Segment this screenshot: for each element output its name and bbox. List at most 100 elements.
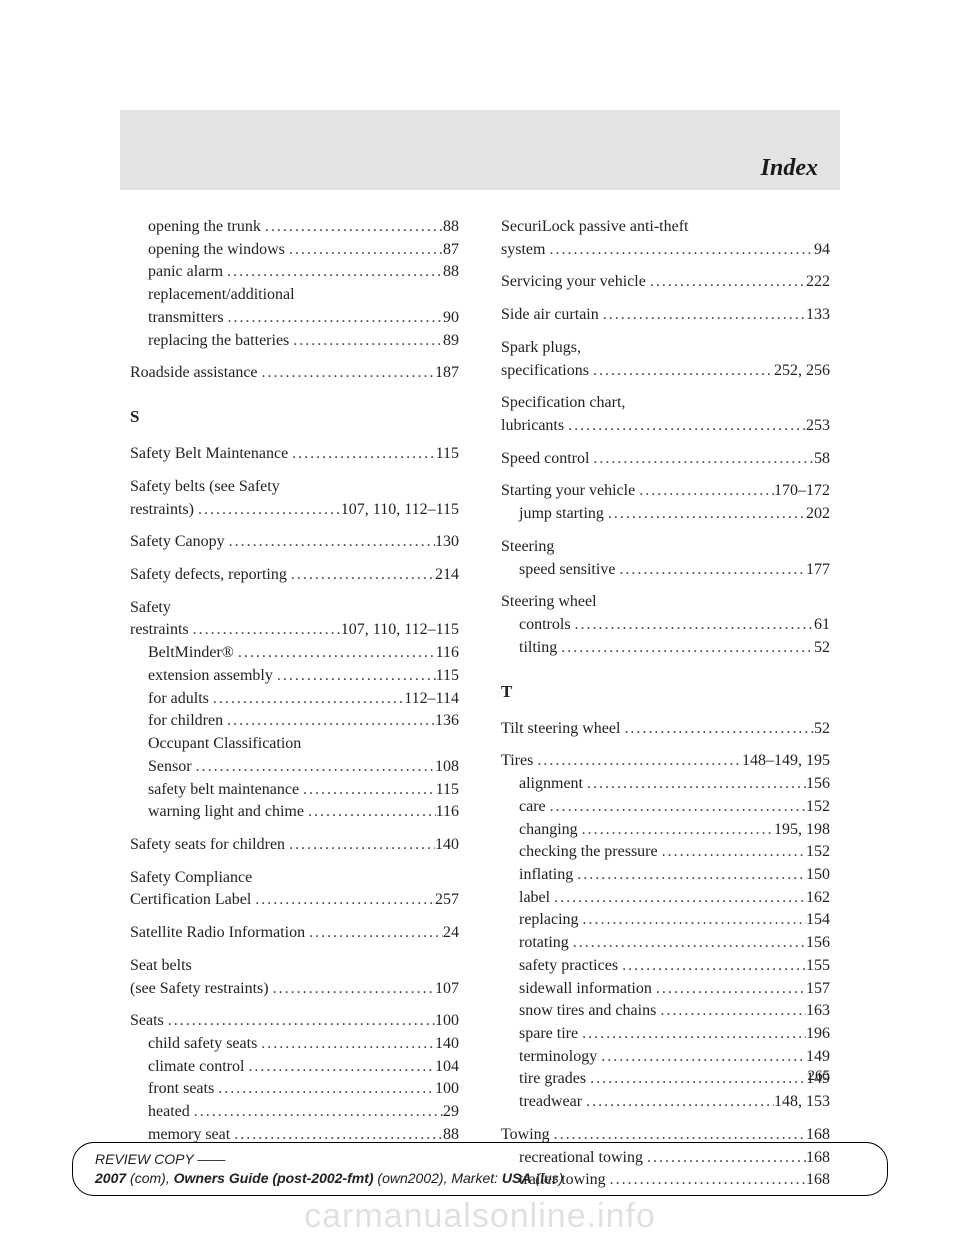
entry-page: 133 <box>806 304 830 327</box>
index-entry: jump starting ..........................… <box>501 503 830 526</box>
index-entry: transmitters ...........................… <box>130 307 459 330</box>
index-columns: opening the trunk ......................… <box>130 216 830 1202</box>
index-entry: Safety <box>130 597 459 620</box>
footer-line1: REVIEW COPY —— <box>95 1150 865 1169</box>
index-entry: label ..................................… <box>501 887 830 910</box>
entry-dots: ........................................… <box>196 756 435 779</box>
entry-text: label <box>519 887 550 910</box>
entry-text: restraints) <box>130 499 194 522</box>
entry-dots: ........................................… <box>662 841 806 864</box>
entry-page: 90 <box>443 307 459 330</box>
index-entry: Sensor .................................… <box>130 756 459 779</box>
entry-page: 24 <box>443 922 459 945</box>
index-entry: Spark plugs, <box>501 337 830 360</box>
entry-text: Certification Label <box>130 889 251 912</box>
index-entry: Starting your vehicle ..................… <box>501 480 830 503</box>
entry-text: tilting <box>519 637 557 660</box>
index-entry: spare tire .............................… <box>501 1023 830 1046</box>
entry-dots: ........................................… <box>303 779 436 802</box>
entry-dots: ........................................… <box>593 360 774 383</box>
entry-text: Occupant Classification <box>148 733 301 756</box>
entry-page: 148–149, 195 <box>742 750 830 773</box>
index-block: Starting your vehicle ..................… <box>501 480 830 525</box>
entry-dots: ........................................… <box>227 261 443 284</box>
index-entry: rotating ...............................… <box>501 932 830 955</box>
entry-dots: ........................................… <box>601 1046 806 1069</box>
entry-dots: ........................................… <box>660 1000 806 1023</box>
index-entry: Safety seats for children ..............… <box>130 834 459 857</box>
index-entry: snow tires and chains ..................… <box>501 1000 830 1023</box>
index-entry: safety practices .......................… <box>501 955 830 978</box>
entry-text: Spark plugs, <box>501 337 581 360</box>
entry-dots: ........................................… <box>228 307 443 330</box>
entry-text: lubricants <box>501 415 564 438</box>
entry-text: checking the pressure <box>519 841 658 864</box>
index-entry: sidewall information ...................… <box>501 978 830 1001</box>
entry-text: opening the windows <box>148 239 285 262</box>
index-block: opening the trunk ......................… <box>130 216 459 352</box>
entry-page: 155 <box>806 955 830 978</box>
index-entry: speed sensitive ........................… <box>501 559 830 582</box>
entry-text: Satellite Radio Information <box>130 922 305 945</box>
entry-page: 100 <box>435 1010 459 1033</box>
index-block: Safety ComplianceCertification Label ...… <box>130 867 459 912</box>
entry-text: changing <box>519 819 578 842</box>
entry-page: 257 <box>435 889 459 912</box>
entry-text: heated <box>148 1101 190 1124</box>
entry-page: 115 <box>436 779 459 802</box>
index-entry: SecuriLock passive anti-theft <box>501 216 830 239</box>
entry-dots: ........................................… <box>608 503 806 526</box>
entry-page: 252, 256 <box>774 360 830 383</box>
index-entry: (see Safety restraints) ................… <box>130 978 459 1001</box>
index-block: Steeringspeed sensitive ................… <box>501 536 830 581</box>
left-column: opening the trunk ......................… <box>130 216 459 1202</box>
index-entry: for children ...........................… <box>130 710 459 733</box>
entry-text: child safety seats <box>148 1033 257 1056</box>
index-entry: Safety Belt Maintenance ................… <box>130 443 459 466</box>
entry-text: Safety Belt Maintenance <box>130 443 288 466</box>
index-entry: restraints) ............................… <box>130 499 459 522</box>
index-block: Steering wheelcontrols .................… <box>501 591 830 659</box>
index-entry: restraints .............................… <box>130 619 459 642</box>
entry-text: for children <box>148 710 223 733</box>
entry-dots: ........................................… <box>213 688 404 711</box>
index-title: Index <box>761 155 818 182</box>
entry-dots: ........................................… <box>308 801 436 824</box>
index-entry: Specification chart, <box>501 392 830 415</box>
index-entry: Speed control ..........................… <box>501 448 830 471</box>
entry-text: specifications <box>501 360 589 383</box>
index-entry: care ...................................… <box>501 796 830 819</box>
entry-dots: ........................................… <box>549 239 814 262</box>
entry-text: Safety <box>130 597 171 620</box>
index-entry: safety belt maintenance ................… <box>130 779 459 802</box>
index-block: Tires ..................................… <box>501 750 830 1114</box>
index-entry: for adults .............................… <box>130 688 459 711</box>
entry-text: warning light and chime <box>148 801 304 824</box>
index-entry: tilting ................................… <box>501 637 830 660</box>
entry-dots: ........................................… <box>582 1023 806 1046</box>
entry-page: 116 <box>436 801 459 824</box>
entry-text: restraints <box>130 619 189 642</box>
index-entry: replacing the batteries ................… <box>130 330 459 353</box>
entry-dots: ........................................… <box>277 665 436 688</box>
index-entry: Safety Compliance <box>130 867 459 890</box>
entry-page: 107, 110, 112–115 <box>341 499 459 522</box>
entry-text: rotating <box>519 932 569 955</box>
footer-seg-e: (fus) <box>531 1170 563 1186</box>
entry-text: jump starting <box>519 503 604 526</box>
entry-text: treadwear <box>519 1091 582 1114</box>
index-entry: treadwear ..............................… <box>501 1091 830 1114</box>
entry-dots: ........................................… <box>198 499 341 522</box>
entry-page: 89 <box>443 330 459 353</box>
page-number: 265 <box>808 1068 831 1085</box>
entry-text: Starting your vehicle <box>501 480 635 503</box>
index-entry: changing ...............................… <box>501 819 830 842</box>
index-block: Safety belts (see Safetyrestraints) ....… <box>130 476 459 521</box>
entry-page: 88 <box>443 261 459 284</box>
entry-dots: ........................................… <box>582 819 774 842</box>
entry-dots: ........................................… <box>583 909 806 932</box>
footer-seg-a: (com), <box>126 1170 173 1186</box>
entry-dots: ........................................… <box>262 362 435 385</box>
entry-page: 156 <box>806 932 830 955</box>
index-entry: Tilt steering wheel ....................… <box>501 718 830 741</box>
